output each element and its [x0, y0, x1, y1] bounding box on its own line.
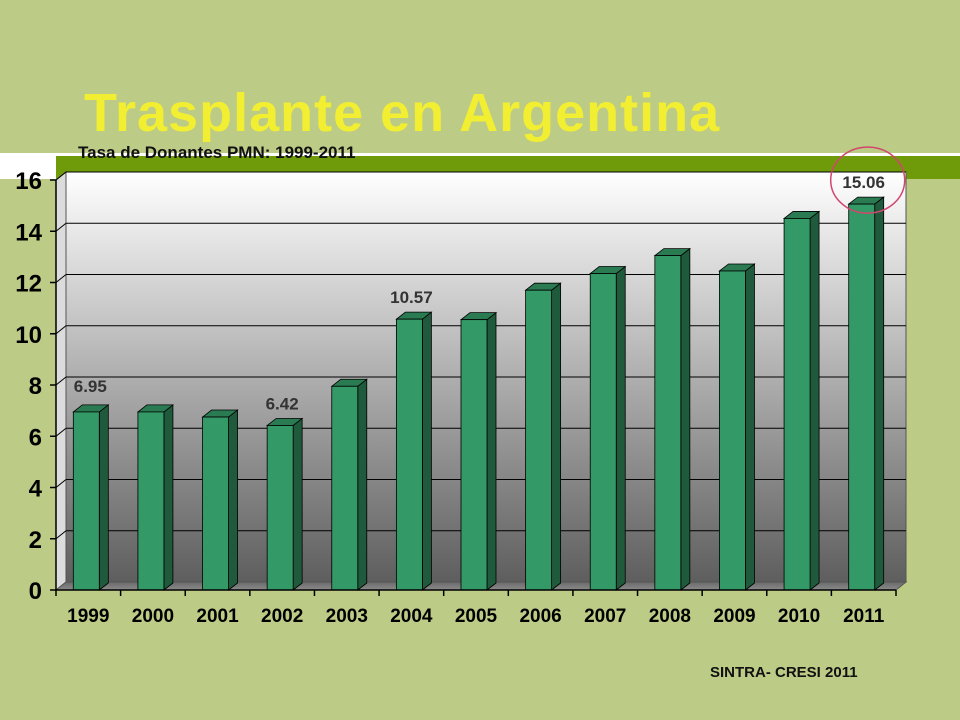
- bar: [653, 247, 692, 591]
- data-label: 6.42: [266, 394, 299, 413]
- source-label: SINTRA- CRESI 2011: [710, 664, 858, 681]
- x-tick-label: 2009: [713, 606, 755, 627]
- slide-title: Trasplante en Argentina: [84, 83, 721, 143]
- x-tick-label: 2010: [778, 606, 820, 627]
- bar-side: [98, 404, 109, 591]
- y-tick-label: 12: [15, 271, 42, 298]
- bar: [136, 404, 175, 591]
- bar-front: [460, 319, 488, 591]
- data-label: 15.06: [842, 173, 885, 192]
- bar-side: [615, 265, 626, 591]
- bar-side: [680, 247, 691, 591]
- y-tick-label: 4: [29, 476, 43, 503]
- bar-side: [809, 210, 820, 591]
- y-tick-label: 8: [29, 373, 42, 400]
- x-tick-label: 2003: [326, 606, 368, 627]
- gridline-depth: [55, 325, 67, 335]
- y-tick-label: 14: [15, 219, 42, 246]
- bar-side: [551, 282, 562, 591]
- bar-front: [848, 203, 876, 591]
- x-tick-label: 2008: [649, 606, 691, 627]
- bar: [201, 409, 239, 591]
- gridline-depth: [55, 222, 67, 232]
- bar: [395, 311, 433, 591]
- bar: [847, 196, 885, 591]
- gridline-depth: [55, 274, 67, 283]
- gridline-depth: [55, 376, 67, 386]
- y-tick-label: 0: [29, 578, 42, 605]
- bar-front: [783, 218, 811, 591]
- bar-side: [292, 417, 303, 591]
- x-tick-label: 2005: [455, 606, 498, 627]
- gridline-depth: [55, 479, 67, 488]
- bar-front: [719, 270, 746, 591]
- y-tick-label: 6: [29, 424, 42, 451]
- bar-side: [357, 378, 368, 591]
- x-tick-label: 2006: [519, 606, 561, 627]
- bar: [718, 263, 756, 591]
- x-tick-label: 1999: [67, 606, 109, 627]
- bar-side: [745, 263, 755, 591]
- bar: [459, 311, 498, 591]
- bar-side: [486, 311, 497, 591]
- bar: [589, 265, 627, 591]
- bar: [72, 404, 110, 591]
- bar-front: [589, 273, 617, 591]
- bar-front: [395, 318, 423, 591]
- bar: [782, 210, 821, 591]
- bar-front: [202, 416, 229, 591]
- y-tick-label: 16: [15, 168, 42, 195]
- bar-side: [421, 311, 432, 591]
- gridline-depth: [55, 171, 67, 181]
- bar-front: [72, 411, 100, 591]
- x-tick-label: 2002: [261, 606, 303, 627]
- bar-front: [654, 255, 682, 591]
- bar-front: [331, 385, 359, 591]
- gridline-depth: [55, 530, 67, 540]
- bar: [330, 378, 368, 591]
- bar: [265, 417, 304, 591]
- header-band-left: [0, 153, 56, 179]
- gridline-depth: [55, 427, 67, 437]
- bar: [524, 282, 562, 591]
- bar-side: [874, 196, 885, 591]
- x-tick-label: 2001: [196, 606, 239, 627]
- y-tick-label: 2: [29, 527, 42, 554]
- x-tick-label: 2000: [132, 606, 174, 627]
- x-tick-label: 2004: [390, 606, 433, 627]
- bar-front: [266, 425, 294, 591]
- bar-side: [163, 404, 174, 591]
- x-tick-label: 2007: [584, 606, 626, 627]
- data-label: 6.95: [74, 377, 107, 396]
- header-band-line: [0, 153, 960, 156]
- bar-side: [228, 409, 238, 591]
- x-tick-label: 2011: [843, 606, 885, 627]
- y-tick-label: 10: [15, 322, 42, 349]
- bar-front: [525, 289, 553, 591]
- bar-front: [137, 411, 165, 591]
- data-label: 10.57: [390, 288, 433, 307]
- highlight-circle: [829, 146, 906, 214]
- chart-title: Tasa de Donantes PMN: 1999-2011: [78, 143, 356, 162]
